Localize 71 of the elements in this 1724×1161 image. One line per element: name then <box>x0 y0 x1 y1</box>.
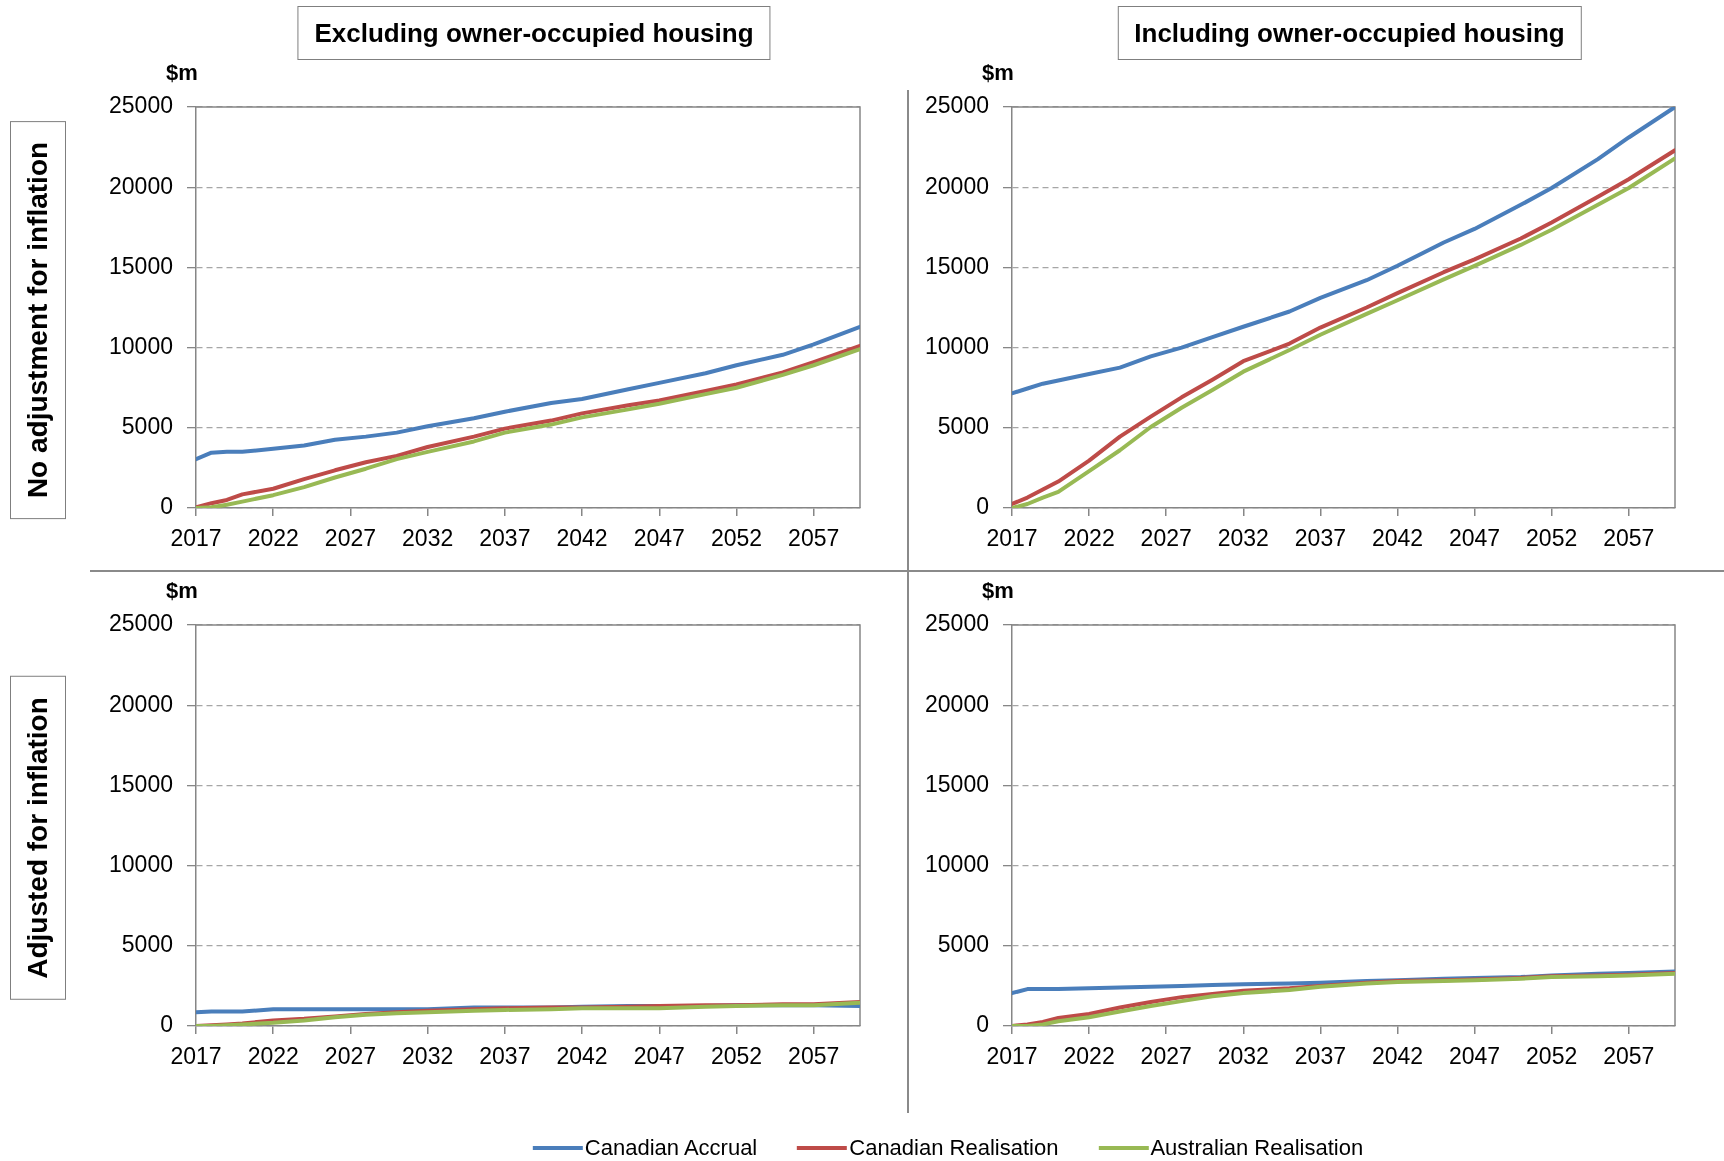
y-tick-label: 0 <box>976 1011 989 1038</box>
x-tick-label: 2042 <box>556 1043 608 1070</box>
x-tick-label: 2042 <box>1371 1043 1424 1070</box>
y-tick-label: 25000 <box>925 92 989 119</box>
x-tick-label: 2022 <box>1063 525 1115 552</box>
x-tick-label: 2027 <box>324 525 376 552</box>
y-tick-label: 20000 <box>925 172 989 199</box>
x-tick-label: 2027 <box>324 1043 376 1070</box>
y-tick-label: 0 <box>160 493 173 520</box>
x-tick-label: 2052 <box>710 525 763 552</box>
y-tick-label: 0 <box>160 1011 173 1038</box>
y-tick-label: 5000 <box>937 413 989 440</box>
y-tick-label: 0 <box>976 493 989 520</box>
x-tick-label: 2047 <box>633 525 685 552</box>
chart-title: Excluding owner-occupied housing <box>297 6 771 60</box>
legend-label: Canadian Accrual <box>584 1135 758 1161</box>
y-tick-label: 10000 <box>109 850 173 877</box>
x-tick-label: 2017 <box>986 1043 1038 1070</box>
x-tick-label: 2037 <box>1294 1043 1346 1070</box>
x-tick-label: 2042 <box>556 525 608 552</box>
y-tick-label: 15000 <box>925 252 989 279</box>
x-tick-label: 2047 <box>1448 1043 1501 1070</box>
x-tick-label: 2022 <box>1063 1043 1115 1070</box>
y-tick-label: 15000 <box>109 252 173 279</box>
x-tick-label: 2052 <box>1526 1043 1578 1070</box>
x-tick-label: 2057 <box>788 1043 840 1070</box>
y-axis-title: $m <box>982 578 1014 604</box>
x-tick-label: 2037 <box>1294 525 1346 552</box>
x-tick-label: 2057 <box>1603 525 1655 552</box>
legend-label: Canadian Realisation <box>849 1135 1059 1161</box>
x-tick-label: 2057 <box>1603 1043 1655 1070</box>
x-tick-label: 2027 <box>1140 525 1192 552</box>
y-tick-label: 10000 <box>925 332 989 359</box>
x-tick-label: 2032 <box>1217 525 1269 552</box>
x-tick-label: 2027 <box>1140 1043 1192 1070</box>
y-tick-label: 20000 <box>109 690 173 717</box>
x-tick-label: 2032 <box>1217 1043 1269 1070</box>
text: Adjusted for inflation <box>10 675 66 1000</box>
y-tick-label: 15000 <box>109 770 173 797</box>
y-tick-label: 10000 <box>925 850 989 877</box>
legend-label: Australian Realisation <box>1150 1135 1364 1161</box>
y-axis-title: $m <box>166 578 198 604</box>
x-tick-label: 2022 <box>247 525 299 552</box>
y-tick-label: 20000 <box>925 690 989 717</box>
x-tick-label: 2057 <box>788 525 840 552</box>
y-tick-label: 20000 <box>109 172 173 199</box>
x-tick-label: 2017 <box>170 1043 222 1070</box>
x-tick-label: 2032 <box>402 525 454 552</box>
y-tick-label: 25000 <box>109 610 173 637</box>
x-tick-label: 2047 <box>633 1043 685 1070</box>
y-tick-label: 25000 <box>109 92 173 119</box>
x-tick-label: 2022 <box>247 1043 299 1070</box>
x-tick-label: 2037 <box>479 1043 531 1070</box>
x-tick-label: 2017 <box>170 525 222 552</box>
chart-title: Including owner-occupied housing <box>1117 6 1582 60</box>
x-tick-label: 2017 <box>986 525 1038 552</box>
x-tick-label: 2037 <box>479 525 531 552</box>
y-tick-label: 5000 <box>121 413 173 440</box>
x-tick-label: 2042 <box>1371 525 1424 552</box>
x-tick-label: 2047 <box>1448 525 1501 552</box>
y-tick-label: 5000 <box>937 931 989 958</box>
y-axis-title: $m <box>982 60 1014 86</box>
y-tick-label: 25000 <box>925 610 989 637</box>
x-tick-label: 2052 <box>1526 525 1578 552</box>
x-tick-label: 2052 <box>710 1043 763 1070</box>
y-tick-label: 15000 <box>925 770 989 797</box>
y-tick-label: 5000 <box>121 931 173 958</box>
x-tick-label: 2032 <box>402 1043 454 1070</box>
y-tick-label: 10000 <box>109 332 173 359</box>
y-axis-title: $m <box>166 60 198 86</box>
text: No adjustment for inflation <box>10 120 66 519</box>
